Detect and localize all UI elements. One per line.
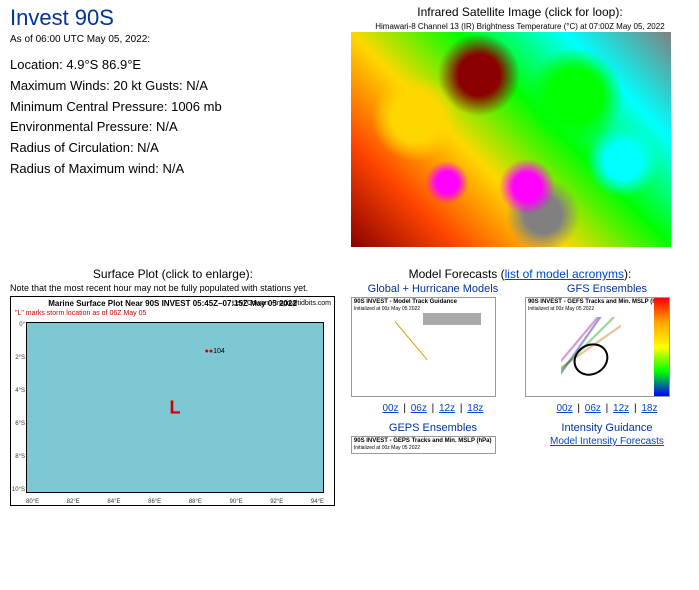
intensity-guidance-title: Intensity Guidance [525, 422, 689, 434]
gfs-ensembles-title: GFS Ensembles [525, 283, 689, 295]
gfs-hour-links: 00z | 06z | 12z | 18z [525, 403, 689, 414]
model-acronyms-link[interactable]: list of model acronyms [505, 267, 624, 281]
geps-ensembles-image[interactable]: 90S INVEST - GEPS Tracks and Min. MSLP (… [351, 436, 496, 454]
gfs-06z-link[interactable]: 06z [585, 403, 601, 414]
surface-note: Note that the most recent hour may not b… [10, 283, 336, 293]
station-marker: ●●104 [205, 348, 225, 355]
stat-radius-circ: Radius of Circulation: N/A [10, 138, 336, 159]
gfs-18z-link[interactable]: 18z [641, 403, 657, 414]
page-title: Invest 90S [10, 5, 336, 31]
satellite-image-title: Himawari-8 Channel 13 (IR) Brightness Te… [351, 21, 689, 32]
satellite-header: Infrared Satellite Image (click for loop… [351, 5, 689, 19]
storm-location-marker: L [170, 397, 181, 418]
plot-subtitle: "L" marks storm location as of 06Z May 0… [11, 310, 334, 317]
model-forecasts-header: Model Forecasts (list of model acronyms)… [351, 267, 689, 281]
plot-y-axis: 0° 2°S 4°S 6°S 8°S 10°S [11, 322, 25, 493]
intensity-forecasts-link[interactable]: Model Intensity Forecasts [550, 436, 664, 447]
global-hour-links: 00z | 06z | 12z | 18z [351, 403, 515, 414]
gfs-img-sub: Initialized at 00z May 05 2022 [526, 306, 669, 312]
geps-img-title: 90S INVEST - GEPS Tracks and Min. MSLP (… [352, 437, 495, 445]
stat-location: Location: 4.9°S 86.9°E [10, 55, 336, 76]
plot-credit: Levi Cowan - tropicaltidbits.com [232, 300, 331, 307]
storm-stats: Location: 4.9°S 86.9°E Maximum Winds: 20… [10, 55, 336, 180]
geps-img-sub: Initialized at 00z May 05 2022 [352, 445, 495, 451]
stat-radius-max-wind: Radius of Maximum wind: N/A [10, 159, 336, 180]
timestamp: As of 06:00 UTC May 05, 2022: [10, 34, 336, 45]
global-00z-link[interactable]: 00z [382, 403, 398, 414]
global-models-title: Global + Hurricane Models [351, 283, 515, 295]
global-img-title: 90S INVEST - Model Track Guidance [352, 298, 495, 306]
stat-min-pressure: Minimum Central Pressure: 1006 mb [10, 97, 336, 118]
geps-ensembles-title: GEPS Ensembles [351, 422, 515, 434]
stat-env-pressure: Environmental Pressure: N/A [10, 117, 336, 138]
gfs-img-title: 90S INVEST - GEFS Tracks and Min. MSLP (… [526, 298, 669, 306]
plot-x-axis: 80°E 82°E 84°E 86°E 88°E 90°E 92°E 94°E [26, 499, 324, 505]
surface-plot-link[interactable]: Marine Surface Plot Near 90S INVEST 05:4… [10, 296, 335, 506]
gfs-00z-link[interactable]: 00z [556, 403, 572, 414]
plot-area: L ●●104 [26, 322, 324, 493]
global-img-sub: Initialized at 00z May 05 2022 [352, 306, 495, 312]
satellite-image [351, 32, 671, 247]
gfs-12z-link[interactable]: 12z [613, 403, 629, 414]
gfs-ensembles-image[interactable]: 90S INVEST - GEFS Tracks and Min. MSLP (… [525, 297, 670, 397]
global-06z-link[interactable]: 06z [411, 403, 427, 414]
satellite-image-link[interactable]: Himawari-8 Channel 13 (IR) Brightness Te… [351, 21, 689, 247]
global-models-image[interactable]: 90S INVEST - Model Track Guidance Initia… [351, 297, 496, 397]
global-18z-link[interactable]: 18z [467, 403, 483, 414]
stat-max-winds: Maximum Winds: 20 kt Gusts: N/A [10, 76, 336, 97]
global-12z-link[interactable]: 12z [439, 403, 455, 414]
surface-header: Surface Plot (click to enlarge): [10, 267, 336, 281]
